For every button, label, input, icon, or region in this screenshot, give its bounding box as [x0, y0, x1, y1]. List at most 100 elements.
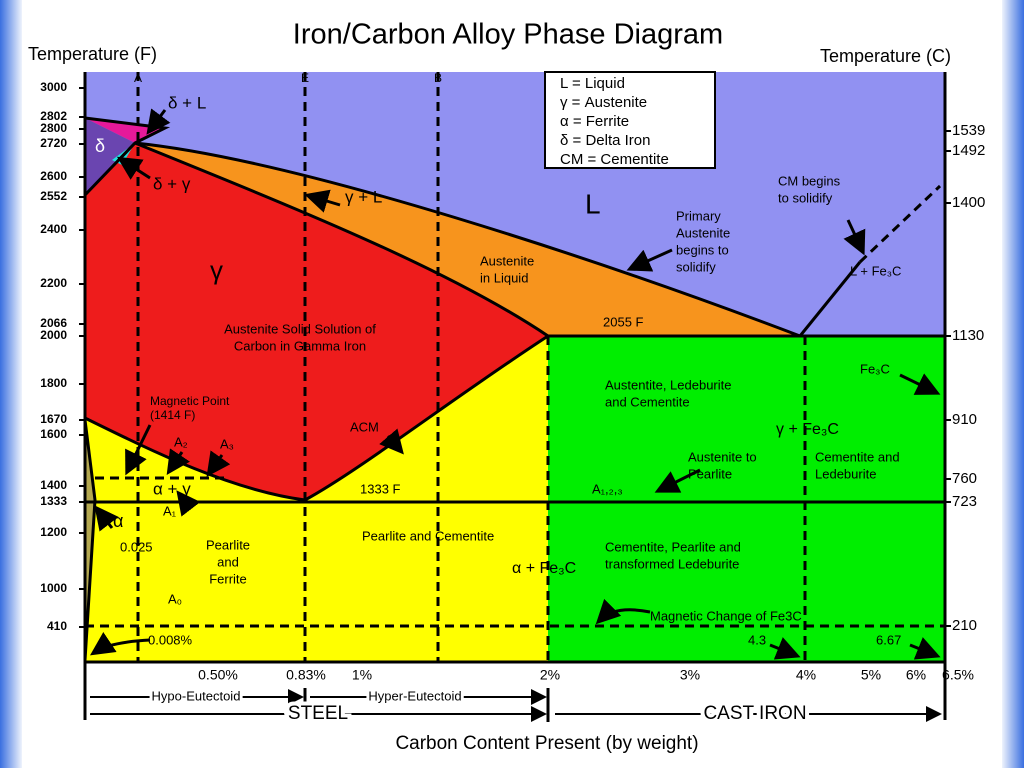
left-tick-label: 1333 [40, 494, 67, 508]
arrow [843, 219, 866, 256]
gamma-liquid-region [135, 143, 800, 336]
label: A₁ [163, 503, 177, 518]
left-tick-label: 2400 [40, 222, 67, 236]
left-tick-label: 1200 [40, 525, 67, 539]
label: transformed Ledeburite [605, 556, 739, 571]
label: Austentite, Ledeburite [605, 377, 731, 392]
label: Cementite, Pearlite and [605, 539, 741, 554]
legend-entry: L = Liquid [560, 75, 625, 92]
title: Iron/Carbon Alloy Phase Diagram [293, 19, 723, 51]
cm-line [798, 261, 862, 337]
left-tick-label: 2200 [40, 276, 67, 290]
label: γ + L [345, 187, 382, 206]
arrows [90, 108, 941, 660]
left-tick-label: 2800 [40, 121, 67, 135]
label: A₂ [174, 434, 188, 449]
x-tick-label: 5% [861, 667, 881, 683]
label: Carbon in Gamma Iron [234, 338, 366, 353]
label: begins to [676, 242, 729, 257]
regions [85, 72, 945, 662]
label: γ [210, 255, 223, 285]
left-tick-label: 2066 [40, 316, 67, 330]
arrow [125, 424, 152, 476]
label: Pearlite [206, 537, 250, 552]
ranges: Hypo-Eutectoid Hyper-Eutectoid STEEL CAS… [90, 685, 942, 728]
right-tick-label: 723 [952, 493, 977, 510]
left-tick-label: 2720 [40, 136, 67, 150]
arrow [206, 450, 231, 477]
label: to solidify [778, 190, 833, 205]
right-tick-label: 1400 [952, 194, 985, 211]
left-tick-label: 3000 [40, 80, 67, 94]
left-tick-label: 2600 [40, 169, 67, 183]
legend-box [544, 71, 716, 169]
label: Austenite Solid Solution of [224, 321, 376, 336]
label: Fe₃C [860, 361, 890, 376]
label: 6.67 [876, 632, 901, 647]
range-label: STEEL [288, 703, 348, 724]
label: Ledeburite [815, 466, 876, 481]
label: Austenite to [688, 449, 757, 464]
top-marker: B [434, 71, 442, 85]
left-tick-label: 1670 [40, 412, 67, 426]
label: δ [95, 136, 105, 156]
solidus [134, 141, 549, 338]
label: Primary [676, 208, 721, 223]
arrow [595, 598, 651, 625]
left-tick-label: 410 [47, 619, 67, 633]
label: Magnetic Change of Fe3C [650, 608, 802, 623]
x-tick-label: 6% [906, 667, 926, 683]
range-label: Hypo-Eutectoid [152, 688, 241, 703]
x-tick-label: 0.50% [198, 667, 238, 683]
top-marker: A [134, 71, 142, 85]
x-tick-label: 0.83% [286, 667, 326, 683]
right-axis-title: Temperature (C) [820, 46, 951, 66]
label: α + γ [153, 479, 191, 498]
x-tick-label: 3% [680, 667, 700, 683]
right-tick-label: 1130 [952, 327, 984, 344]
arrow [146, 108, 171, 135]
label: L + Fe₃C [850, 263, 901, 278]
a3-line [84, 416, 306, 502]
right-tick-label: 760 [952, 470, 977, 487]
delta-lines [83, 116, 171, 197]
top-marker: E [301, 71, 309, 85]
left-tick-label: 2802 [40, 109, 67, 123]
legend-entry: α = Ferrite [560, 113, 629, 130]
label: Ferrite [209, 571, 247, 586]
range-label: Hyper-Eutectoid [368, 688, 461, 703]
legend-entry: δ = Delta Iron [560, 132, 650, 149]
labels: δ + L δ δ + γ γ + L L γ Austenite in Liq… [95, 93, 901, 647]
label: Magnetic Point [150, 394, 230, 408]
label: γ + Fe₃C [776, 421, 839, 438]
label: A₃ [220, 436, 234, 451]
liquidus [134, 141, 801, 338]
arrow [626, 248, 673, 272]
range-label: CAST IRON [703, 703, 806, 724]
label: δ + γ [153, 174, 191, 193]
label: A₁,₂,₃ [592, 481, 623, 496]
label: and Cementite [605, 394, 690, 409]
label: CM begins [778, 173, 841, 188]
right-tick-label: 1539 [952, 122, 985, 139]
x-tick-label: 6.5% [942, 667, 974, 683]
left-tick-label: 1400 [40, 478, 67, 492]
arrow [116, 156, 151, 180]
arrow [90, 632, 151, 656]
delta-region [85, 118, 135, 195]
label: Austenite [480, 253, 534, 268]
x-tick-label: 4% [796, 667, 816, 683]
arrow [654, 468, 701, 493]
label: Pearlite and Cementite [362, 528, 494, 543]
label: ACM [350, 419, 379, 434]
label: 4.3 [748, 632, 766, 647]
alpha-line [83, 419, 97, 661]
x-tick-label: 1% [352, 667, 372, 683]
ferrite-pearlite-region [85, 336, 548, 662]
label: 0.025 [120, 539, 153, 554]
arrow [379, 428, 404, 455]
arrow [166, 448, 190, 475]
label: 2055 F [603, 314, 644, 329]
left-tick-label: 2000 [40, 328, 67, 342]
